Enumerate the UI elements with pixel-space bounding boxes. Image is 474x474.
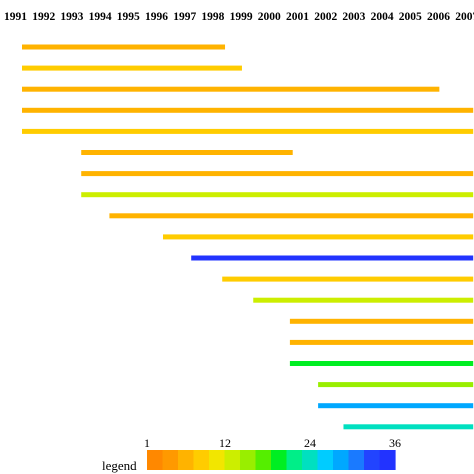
range-bar (191, 255, 474, 261)
range-bar (109, 213, 474, 219)
legend-swatch (240, 450, 257, 470)
year-axis: 1991 1992 1993 1994 1995 1996 1997 1998 1999 2000… (4, 11, 474, 23)
legend-swatch (147, 450, 164, 470)
range-bar (81, 171, 474, 177)
legend-swatch (193, 450, 210, 470)
legend-color-scale (147, 450, 396, 470)
legend-swatch (162, 450, 179, 470)
range-bar (22, 65, 242, 71)
range-bar (343, 424, 474, 430)
year-tick-label: 1998 (201, 11, 224, 23)
year-tick-label: 1994 (89, 11, 112, 23)
year-tick-label: 2000 (258, 11, 281, 23)
legend-swatch (224, 450, 241, 470)
year-tick-label: 2002 (314, 11, 337, 23)
legend-swatch (333, 450, 350, 470)
range-bar (253, 297, 474, 303)
legend: legend 1 12 24 36 (102, 436, 401, 473)
range-bar (163, 234, 474, 240)
year-tick-label: 2001 (286, 11, 309, 23)
range-bar (318, 382, 474, 388)
range-bar (22, 86, 440, 92)
legend-tick-label: 1 (144, 436, 150, 450)
year-tick-label: 1996 (145, 11, 168, 23)
legend-swatch (348, 450, 365, 470)
year-tick-label: 2004 (371, 11, 394, 23)
range-bar (318, 403, 474, 409)
legend-tick-label: 24 (304, 436, 316, 450)
range-bar (81, 192, 474, 198)
year-tick-label: 2005 (399, 11, 422, 23)
range-bar (289, 339, 474, 345)
legend-ticks: 1 12 24 36 (144, 436, 401, 450)
year-tick-label: 2003 (342, 11, 365, 23)
year-tick-label: 1999 (230, 11, 253, 23)
legend-swatch (209, 450, 226, 470)
legend-tick-label: 12 (219, 436, 231, 450)
range-bar (289, 318, 474, 324)
legend-tick-label: 36 (389, 436, 401, 450)
legend-swatch (178, 450, 195, 470)
range-bar (222, 276, 474, 282)
year-tick-label: 2007 (455, 11, 474, 23)
legend-swatch (317, 450, 334, 470)
bars (22, 44, 474, 430)
year-tick-label: 1997 (173, 11, 196, 23)
year-tick-label: 1992 (32, 11, 55, 23)
range-bar (289, 361, 474, 366)
year-tick-label: 1993 (60, 11, 83, 23)
year-tick-label: 1995 (117, 11, 140, 23)
range-bar (22, 107, 474, 113)
year-tick-label: 1991 (4, 11, 27, 23)
legend-title: legend (102, 458, 137, 473)
range-bar (81, 150, 293, 155)
year-tick-label: 2006 (427, 11, 450, 23)
legend-swatch (364, 450, 381, 470)
legend-swatch (302, 450, 319, 470)
legend-swatch (286, 450, 303, 470)
legend-swatch (255, 450, 272, 470)
legend-swatch (379, 450, 396, 470)
legend-swatch (271, 450, 288, 470)
range-bar (22, 128, 474, 134)
range-bar (22, 44, 226, 50)
